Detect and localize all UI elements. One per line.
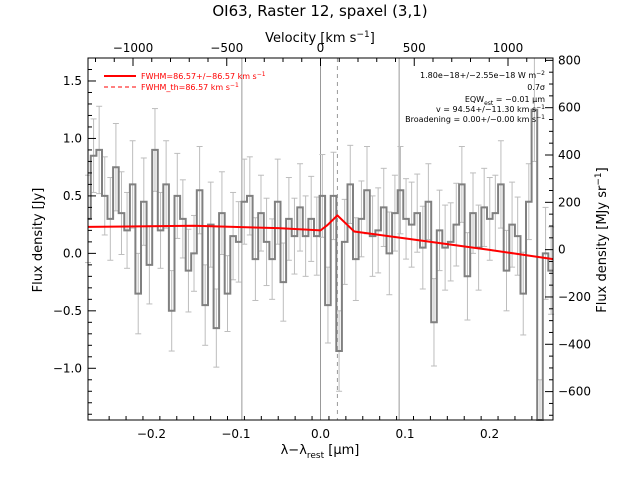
- legend: FWHM=86.57+/−86.57 km s−1 FWHM_th=86.57 …: [104, 71, 266, 92]
- vertical-reference-lines: [241, 58, 400, 420]
- x-tick-label: 0.2: [480, 427, 499, 441]
- annotation-broadening: Broadening = 0.00+/−0.00 km s−1: [405, 114, 545, 124]
- chart-title: OI63, Raster 12, spaxel (3,1): [212, 2, 427, 20]
- x-tick-label: 0.0: [311, 427, 330, 441]
- fit-line: [87, 214, 554, 261]
- top-axis-label: Velocity [km s−1]: [265, 30, 375, 46]
- fit-annotations: 1.80e−18+/−2.55e−18 W m−2 0.7σ EQWest = …: [405, 70, 545, 124]
- top-tick-label: 500: [403, 41, 426, 55]
- legend-label-fwhm: FWHM=86.57+/−86.57 km s−1: [141, 71, 266, 81]
- x-tick-label: −0.2: [137, 427, 166, 441]
- data-line: [88, 108, 553, 421]
- right-tick-label: 200: [558, 195, 581, 209]
- annotation-velocity: v = 94.54+/−11.30 km s−1: [436, 104, 545, 114]
- fit-series: [87, 214, 554, 261]
- x-tick-label: 0.1: [395, 427, 414, 441]
- right-tick-label: −600: [558, 385, 591, 399]
- top-tick-label: −500: [210, 41, 243, 55]
- top-tick-label: 0: [317, 41, 325, 55]
- annotation-sigma: 0.7σ: [527, 83, 545, 92]
- x-tick-label: −0.1: [221, 427, 250, 441]
- y-tick-label: 0.5: [63, 189, 82, 203]
- right-tick-label: −200: [558, 290, 591, 304]
- y-axis-label: Flux density [Jy]: [31, 188, 46, 293]
- right-tick-label: 400: [558, 148, 581, 162]
- top-tick-label: −1000: [113, 41, 154, 55]
- ticks: −0.2 −0.1 0.0 0.1 0.2 −1000 −500 0 500 1000 −1.0 −0…: [53, 41, 591, 441]
- top-tick-label: 1000: [493, 41, 524, 55]
- right-tick-label: 0: [558, 243, 566, 257]
- data-series: [87, 108, 553, 421]
- x-axis-label: λ−λrest [μm]: [281, 443, 360, 461]
- annotation-eqw: EQWest = −0.01 μm: [465, 95, 545, 107]
- y-tick-label: 1.5: [63, 74, 82, 88]
- legend-label-fwhm-th: FWHM_th=86.57 km s−1: [141, 82, 239, 92]
- y-tick-label: −0.5: [53, 304, 82, 318]
- annotation-flux: 1.80e−18+/−2.55e−18 W m−2: [420, 70, 545, 80]
- y-tick-label: −1.0: [53, 361, 82, 375]
- right-tick-label: −400: [558, 337, 591, 351]
- y-tick-label: 0.0: [63, 246, 82, 260]
- right-tick-label: 800: [558, 53, 581, 67]
- y-tick-label: 1.0: [63, 131, 82, 145]
- right-tick-label: 600: [558, 101, 581, 115]
- right-axis-label: Flux density [MJy sr−1]: [594, 167, 610, 312]
